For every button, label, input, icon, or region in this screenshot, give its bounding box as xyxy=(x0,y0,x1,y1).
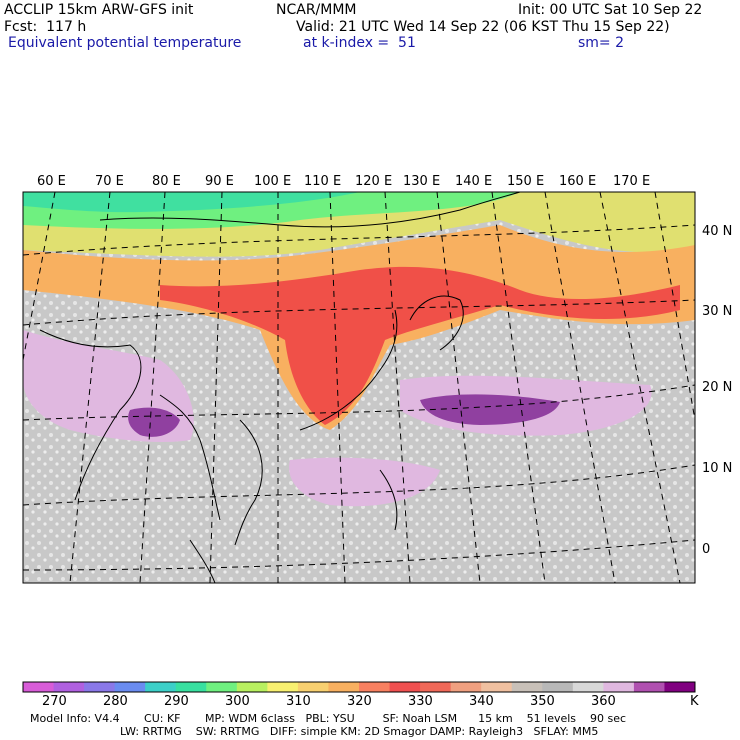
colorbar-swatch xyxy=(389,682,421,692)
center-label: NCAR/MMM xyxy=(276,2,357,18)
philippines-coast xyxy=(379,469,398,531)
lon-label: 70 E xyxy=(95,174,124,189)
lon-label: 160 E xyxy=(559,174,596,189)
myanmar-coast xyxy=(159,394,221,521)
colorbar-swatch xyxy=(236,682,268,692)
valid-time: Valid: 21 UTC Wed 14 Sep 22 (06 KST Thu … xyxy=(296,19,670,35)
colorbar-swatch xyxy=(53,682,85,692)
graticule xyxy=(23,192,695,583)
colorbar-swatch xyxy=(633,682,665,692)
colorbar-swatch xyxy=(664,682,696,692)
colorbar-tick-label: 350 xyxy=(530,694,555,709)
cyan-band xyxy=(23,192,360,213)
init-time: Init: 00 UTC Sat 10 Sep 22 xyxy=(518,2,703,18)
red-plume xyxy=(160,266,680,425)
lat-label: 10 N xyxy=(702,461,732,476)
field-name: Equivalent potential temperature xyxy=(8,35,242,51)
model-info-line1: Model Info: V4.4 CU: KF MP: WDM 6class P… xyxy=(30,712,627,725)
colorbar-tick-label: 290 xyxy=(164,694,189,709)
model-info-line2: LW: RRTMG SW: RRTMG DIFF: simple KM: 2D … xyxy=(120,725,599,738)
lon-line-160 xyxy=(599,192,681,583)
colorbar-tick-label: 340 xyxy=(469,694,494,709)
colorbar-swatch xyxy=(328,682,360,692)
colorbar xyxy=(22,681,696,693)
lon-label: 120 E xyxy=(355,174,392,189)
lon-label: 80 E xyxy=(152,174,181,189)
colorbar-tick-label: 300 xyxy=(225,694,250,709)
lon-label: 130 E xyxy=(403,174,440,189)
colorbar-tick-label: 280 xyxy=(103,694,128,709)
colorbar-swatch xyxy=(145,682,177,692)
colorbar-tick-label: 270 xyxy=(42,694,67,709)
china-coast xyxy=(299,309,398,431)
model-title: ACCLIP 15km ARW-GFS init xyxy=(4,2,194,18)
colorbar-tick-label: 330 xyxy=(408,694,433,709)
lon-label: 90 E xyxy=(205,174,234,189)
lon-line-170 xyxy=(654,192,695,421)
korea-japan-coast xyxy=(409,295,464,351)
lat-label: 30 N xyxy=(702,304,732,319)
smoothing-label: sm= 2 xyxy=(578,35,625,51)
india-coast xyxy=(39,329,142,501)
colorbar-border xyxy=(22,681,696,693)
colorbar-unit: K xyxy=(690,694,699,709)
colorbar-swatch xyxy=(481,682,513,692)
colorbar-swatch xyxy=(572,682,604,692)
level-index: at k-index = 51 xyxy=(303,35,416,51)
theta-e-field xyxy=(23,192,695,583)
colorbar-swatch xyxy=(603,682,635,692)
colorbar-swatch xyxy=(420,682,452,692)
colorbar-tick-label: 310 xyxy=(286,694,311,709)
lat-label: 40 N xyxy=(702,224,732,239)
longitude-labels: 60 E 70 E 80 E 90 E 100 E 110 E 120 E 13… xyxy=(37,174,650,189)
colorbar-swatch xyxy=(175,682,207,692)
colorbar-tick-label: 320 xyxy=(347,694,372,709)
colorbar-swatch xyxy=(297,682,329,692)
colorbar-tick-label: 360 xyxy=(591,694,616,709)
lat-label: 0 xyxy=(702,542,710,557)
colorbar-swatch xyxy=(511,682,543,692)
lat-label: 20 N xyxy=(702,380,732,395)
lon-label: 100 E xyxy=(254,174,291,189)
pacific-moist-max xyxy=(420,394,560,425)
colorbar-swatch xyxy=(84,682,116,692)
latitude-labels: 40 N 30 N 20 N 10 N 0 xyxy=(702,224,732,557)
map-border xyxy=(22,191,696,584)
colorbar-swatch xyxy=(359,682,391,692)
lon-label: 140 E xyxy=(455,174,492,189)
colorbar-swatch xyxy=(542,682,574,692)
colorbar-labels: 270 280 290 300 310 320 330 340 350 360 … xyxy=(42,694,699,709)
lon-label: 150 E xyxy=(507,174,544,189)
colorbar-swatch xyxy=(267,682,299,692)
lon-line-150 xyxy=(544,192,616,583)
forecast-hour: Fcst: 117 h xyxy=(4,19,87,35)
lon-label: 60 E xyxy=(37,174,66,189)
colorbar-swatch xyxy=(206,682,238,692)
lon-label: 110 E xyxy=(304,174,341,189)
bay-of-bengal-max xyxy=(128,407,180,437)
colorbar-swatch xyxy=(450,682,482,692)
lon-label: 170 E xyxy=(613,174,650,189)
sumatra-coast xyxy=(189,539,216,583)
colorbar-swatch xyxy=(114,682,146,692)
colorbar-swatch xyxy=(23,682,55,692)
indochina-coast xyxy=(234,419,263,546)
